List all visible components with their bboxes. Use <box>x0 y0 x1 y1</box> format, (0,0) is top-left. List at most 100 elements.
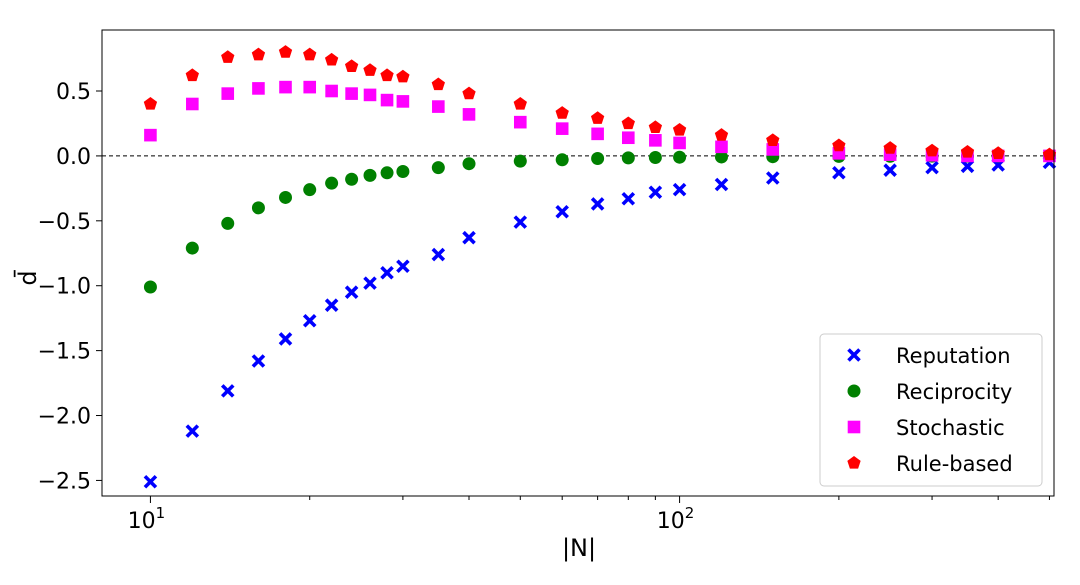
data-point <box>648 185 663 200</box>
data-point <box>380 265 394 280</box>
legend-item: Reputation <box>847 344 1011 368</box>
data-point <box>345 172 359 186</box>
data-point <box>765 171 780 185</box>
data-point <box>431 77 445 91</box>
data-point <box>344 285 359 299</box>
data-point <box>462 157 476 171</box>
legend: Reputation Reciprocity Stochastic Rule-base… <box>819 333 1043 487</box>
x-axis-ticks: 101 102 <box>128 496 1050 534</box>
legend-label: Reputation <box>896 344 1011 368</box>
data-point <box>303 47 317 61</box>
legend-label: Reciprocity <box>896 380 1012 404</box>
data-point <box>1042 147 1057 161</box>
data-point <box>513 154 527 168</box>
data-point <box>648 150 662 164</box>
data-point <box>186 97 199 111</box>
data-point <box>672 122 687 136</box>
data-point <box>883 163 897 177</box>
series-reputation <box>143 155 1057 489</box>
data-point <box>380 68 394 82</box>
data-point <box>279 190 293 204</box>
data-point <box>363 88 377 102</box>
data-point <box>925 160 939 175</box>
data-point <box>648 120 663 134</box>
data-point <box>325 176 339 190</box>
data-point <box>380 166 394 180</box>
data-point <box>143 96 158 110</box>
data-point <box>960 159 975 174</box>
data-point <box>431 161 445 175</box>
y-tick-label: −0.5 <box>38 210 91 235</box>
data-point <box>462 108 476 121</box>
data-point <box>363 63 377 76</box>
legend-label: Stochastic <box>896 416 1005 440</box>
data-point <box>345 87 358 100</box>
data-point <box>715 140 728 154</box>
legend-item: Reciprocity <box>847 380 1012 404</box>
data-point <box>185 68 199 82</box>
data-point <box>462 86 476 100</box>
data-point <box>673 136 686 150</box>
data-point <box>303 80 317 94</box>
legend-marker <box>847 420 861 434</box>
data-point <box>396 164 410 178</box>
data-point <box>143 474 158 489</box>
data-point <box>278 45 293 58</box>
legend-item: Rule-based <box>847 452 1013 476</box>
data-point <box>714 177 729 192</box>
legend-marker <box>847 384 861 398</box>
legend-label: Rule-based <box>896 452 1013 476</box>
data-point <box>673 150 687 164</box>
data-point <box>278 332 293 346</box>
data-point <box>555 106 569 119</box>
data-point <box>714 128 729 141</box>
data-point <box>302 313 317 328</box>
data-point <box>883 141 897 154</box>
data-point <box>185 241 199 255</box>
plot-frame <box>101 29 1055 497</box>
data-point <box>513 215 528 229</box>
data-point <box>251 47 266 61</box>
data-point <box>252 82 265 95</box>
data-point <box>221 50 235 63</box>
data-point <box>396 95 410 108</box>
data-point <box>960 145 975 158</box>
data-point <box>324 298 339 312</box>
data-point <box>513 115 527 129</box>
data-point <box>251 201 265 215</box>
data-point <box>344 59 359 73</box>
data-point <box>432 100 445 113</box>
data-point <box>621 191 636 206</box>
y-axis-label: d̄ <box>13 270 42 286</box>
data-point <box>621 151 635 165</box>
data-point <box>396 259 410 274</box>
y-tick-label: 0.0 <box>56 145 91 170</box>
data-point <box>714 150 728 164</box>
y-tick-label: −2.5 <box>38 469 91 494</box>
data-point <box>590 197 605 211</box>
x-tick-label: 102 <box>657 504 695 534</box>
y-tick-label: −2.0 <box>38 405 91 430</box>
data-points <box>143 45 1057 489</box>
data-point <box>672 182 687 197</box>
data-point <box>925 143 939 157</box>
data-point <box>325 84 338 98</box>
data-point <box>621 116 635 130</box>
legend-box <box>819 333 1043 487</box>
y-axis-ticks: 0.5 0.0 −0.5 −1.0 −1.5 −2.0 −2.5 <box>38 80 102 494</box>
legend-marker <box>847 456 861 469</box>
data-point <box>462 230 476 245</box>
data-point <box>220 384 235 398</box>
data-point <box>380 93 394 107</box>
data-point <box>991 146 1005 159</box>
y-tick-label: 0.5 <box>56 80 91 105</box>
data-point <box>591 127 604 141</box>
y-tick-label: −1.5 <box>38 340 91 365</box>
data-point <box>144 128 157 142</box>
data-point <box>555 122 569 135</box>
data-point <box>555 153 569 167</box>
data-point <box>649 134 662 147</box>
data-point <box>143 280 157 294</box>
data-point <box>303 183 317 197</box>
